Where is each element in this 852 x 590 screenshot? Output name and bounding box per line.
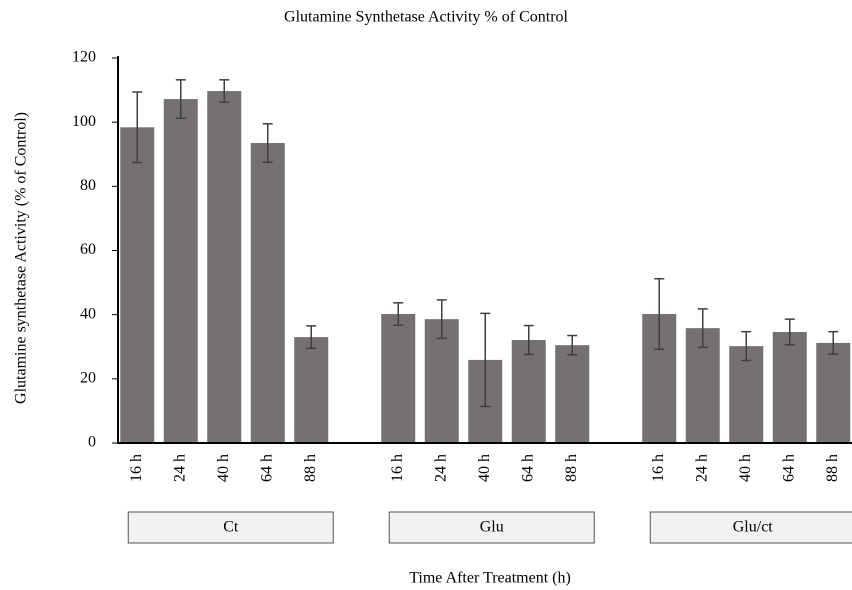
error-bar bbox=[262, 123, 273, 164]
x-tick-label: 40 h bbox=[737, 454, 754, 482]
bar bbox=[207, 91, 242, 443]
error-bar bbox=[784, 318, 795, 346]
group-label: Glu bbox=[480, 519, 504, 536]
x-tick-label: 88 h bbox=[824, 454, 841, 482]
y-tick-label: 100 bbox=[72, 113, 96, 130]
bar bbox=[120, 127, 155, 444]
x-tick-label: 24 h bbox=[432, 454, 449, 482]
bar bbox=[381, 314, 416, 443]
y-tick-label: 20 bbox=[80, 370, 96, 387]
x-tick-label: 64 h bbox=[258, 454, 275, 482]
error-bar bbox=[741, 330, 752, 362]
group-label: Glu/ct bbox=[733, 519, 774, 536]
error-bar bbox=[175, 79, 186, 120]
y-tick-label: 80 bbox=[80, 177, 96, 194]
error-bar bbox=[219, 79, 230, 104]
x-tick-label: 40 h bbox=[215, 454, 232, 482]
error-bar bbox=[480, 312, 491, 408]
error-bar bbox=[697, 308, 708, 349]
chart-title: Glutamine Synthetase Activity % of Contr… bbox=[284, 9, 569, 26]
y-tick-label: 0 bbox=[88, 434, 96, 451]
bar bbox=[555, 345, 590, 443]
x-tick-label: 24 h bbox=[693, 454, 710, 482]
x-tick-label: 24 h bbox=[171, 454, 188, 482]
bar bbox=[294, 337, 329, 443]
x-tick-label: 40 h bbox=[476, 454, 493, 482]
x-tick-label: 16 h bbox=[128, 454, 145, 482]
error-bar bbox=[393, 302, 404, 327]
bar bbox=[250, 143, 285, 444]
x-tick-label: 88 h bbox=[563, 454, 580, 482]
error-bar bbox=[567, 334, 578, 356]
x-tick-label: 16 h bbox=[650, 454, 667, 482]
y-tick-label: 60 bbox=[80, 241, 96, 258]
group-box bbox=[127, 511, 334, 544]
error-bar bbox=[654, 277, 665, 351]
bar bbox=[424, 319, 459, 443]
bar bbox=[772, 331, 807, 443]
x-tick-label: 16 h bbox=[389, 454, 406, 482]
group-label: Ct bbox=[223, 519, 239, 536]
bar bbox=[729, 346, 764, 443]
bar bbox=[816, 342, 851, 443]
x-tick-label: 64 h bbox=[780, 454, 797, 482]
error-bar bbox=[306, 325, 317, 350]
error-bar bbox=[523, 324, 534, 356]
error-bar bbox=[436, 299, 447, 340]
y-tick-label: 120 bbox=[72, 49, 96, 66]
error-bar bbox=[828, 330, 839, 355]
y-axis-title: Glutamine synthetase Activity (% of Cont… bbox=[13, 112, 30, 404]
x-tick-label: 88 h bbox=[302, 454, 319, 482]
x-axis-title: Time After Treatment (h) bbox=[409, 570, 571, 587]
bar bbox=[163, 99, 198, 444]
error-bar bbox=[132, 91, 143, 164]
bar bbox=[511, 340, 546, 443]
group-box bbox=[388, 511, 595, 544]
x-tick-label: 64 h bbox=[519, 454, 536, 482]
group-box bbox=[649, 511, 852, 544]
y-tick-label: 40 bbox=[80, 305, 96, 322]
